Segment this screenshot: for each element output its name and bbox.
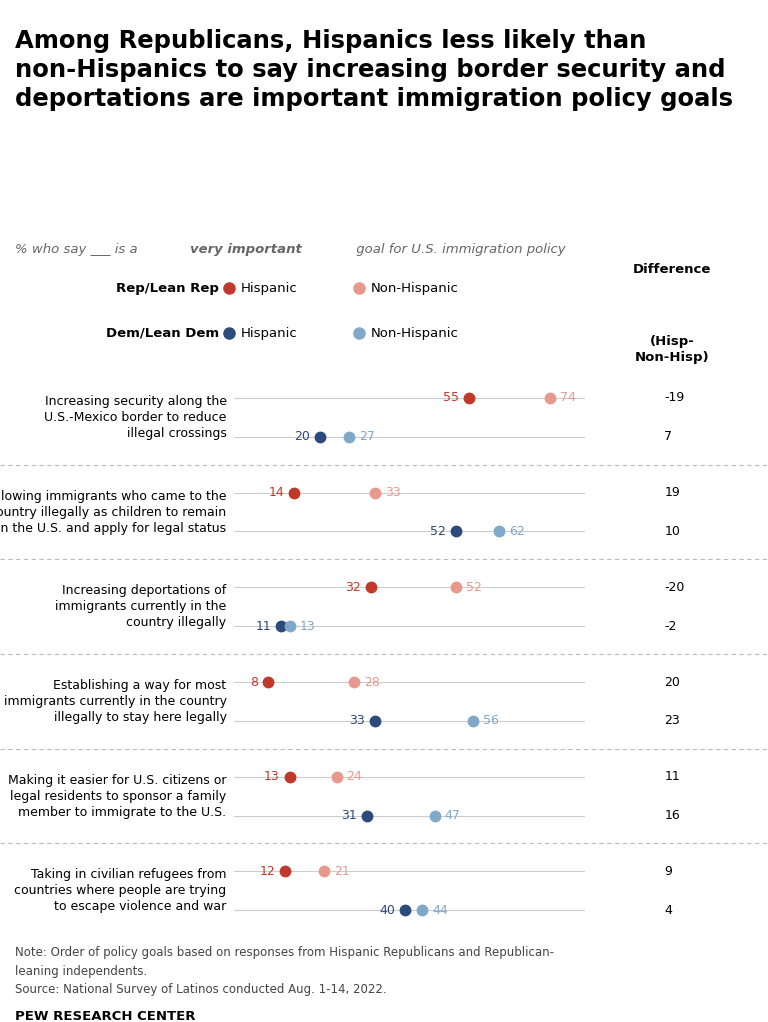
Text: Non-Hispanic: Non-Hispanic: [371, 327, 458, 339]
Text: 40: 40: [379, 903, 395, 917]
Text: % who say ___ is a: % who say ___ is a: [15, 243, 142, 257]
Text: Establishing a way for most
immigrants currently in the country
illegally to sta: Establishing a way for most immigrants c…: [4, 679, 227, 724]
Text: Making it easier for U.S. citizens or
legal residents to sponsor a family
member: Making it easier for U.S. citizens or le…: [8, 774, 227, 819]
Text: leaning independents.: leaning independents.: [15, 965, 147, 978]
Text: PEW RESEARCH CENTER: PEW RESEARCH CENTER: [15, 1010, 196, 1022]
Text: Hispanic: Hispanic: [240, 327, 297, 339]
Text: 44: 44: [432, 903, 448, 917]
Text: 20: 20: [664, 676, 680, 689]
Text: 33: 33: [385, 486, 401, 499]
Text: 16: 16: [664, 809, 680, 822]
Text: Non-Hispanic: Non-Hispanic: [371, 282, 458, 294]
Text: 7: 7: [664, 430, 672, 444]
Text: Difference: Difference: [633, 263, 711, 276]
Text: 62: 62: [508, 525, 525, 538]
Text: 8: 8: [250, 676, 258, 689]
Text: 11: 11: [256, 619, 271, 633]
Text: Increasing deportations of
immigrants currently in the
country illegally: Increasing deportations of immigrants cu…: [55, 585, 227, 630]
Text: 47: 47: [445, 809, 461, 822]
Text: -20: -20: [664, 580, 685, 594]
Text: 9: 9: [664, 865, 672, 878]
Text: 11: 11: [664, 771, 680, 783]
Text: 56: 56: [483, 714, 499, 728]
Text: -19: -19: [664, 391, 684, 405]
Text: Among Republicans, Hispanics less likely than
non-Hispanics to say increasing bo: Among Republicans, Hispanics less likely…: [15, 29, 733, 111]
Text: Rep/Lean Rep: Rep/Lean Rep: [116, 282, 219, 294]
Text: -2: -2: [664, 619, 677, 633]
Text: 10: 10: [664, 525, 680, 538]
Text: 32: 32: [345, 580, 361, 594]
Text: very important: very important: [190, 243, 302, 257]
Text: 4: 4: [664, 903, 672, 917]
Text: Source: National Survey of Latinos conducted Aug. 1-14, 2022.: Source: National Survey of Latinos condu…: [15, 983, 387, 996]
Text: 20: 20: [293, 430, 310, 444]
Text: 31: 31: [341, 809, 356, 822]
Text: 52: 52: [430, 525, 446, 538]
Text: Allowing immigrants who came to the
country illegally as children to remain
in t: Allowing immigrants who came to the coun…: [0, 490, 227, 535]
Text: Taking in civilian refugees from
countries where people are trying
to escape vio: Taking in civilian refugees from countri…: [15, 869, 227, 914]
Text: 13: 13: [300, 619, 316, 633]
Text: 14: 14: [268, 486, 284, 499]
Text: goal for U.S. immigration policy: goal for U.S. immigration policy: [352, 243, 565, 257]
Text: 24: 24: [346, 771, 362, 783]
Text: 21: 21: [334, 865, 349, 878]
Text: (Hisp-
Non-Hisp): (Hisp- Non-Hisp): [634, 335, 710, 364]
Text: 28: 28: [364, 676, 379, 689]
Text: Note: Order of policy goals based on responses from Hispanic Republicans and Rep: Note: Order of policy goals based on res…: [15, 946, 554, 960]
Text: Increasing security along the
U.S.-Mexico border to reduce
illegal crossings: Increasing security along the U.S.-Mexic…: [45, 394, 227, 439]
Text: 33: 33: [349, 714, 365, 728]
Text: 13: 13: [264, 771, 280, 783]
Text: 55: 55: [443, 391, 459, 405]
Text: 23: 23: [664, 714, 680, 728]
Text: 19: 19: [664, 486, 680, 499]
Text: Dem/Lean Dem: Dem/Lean Dem: [106, 327, 219, 339]
Text: 52: 52: [466, 580, 482, 594]
Text: 74: 74: [560, 391, 576, 405]
Text: Hispanic: Hispanic: [240, 282, 297, 294]
Text: 27: 27: [359, 430, 376, 444]
Text: 12: 12: [260, 865, 276, 878]
